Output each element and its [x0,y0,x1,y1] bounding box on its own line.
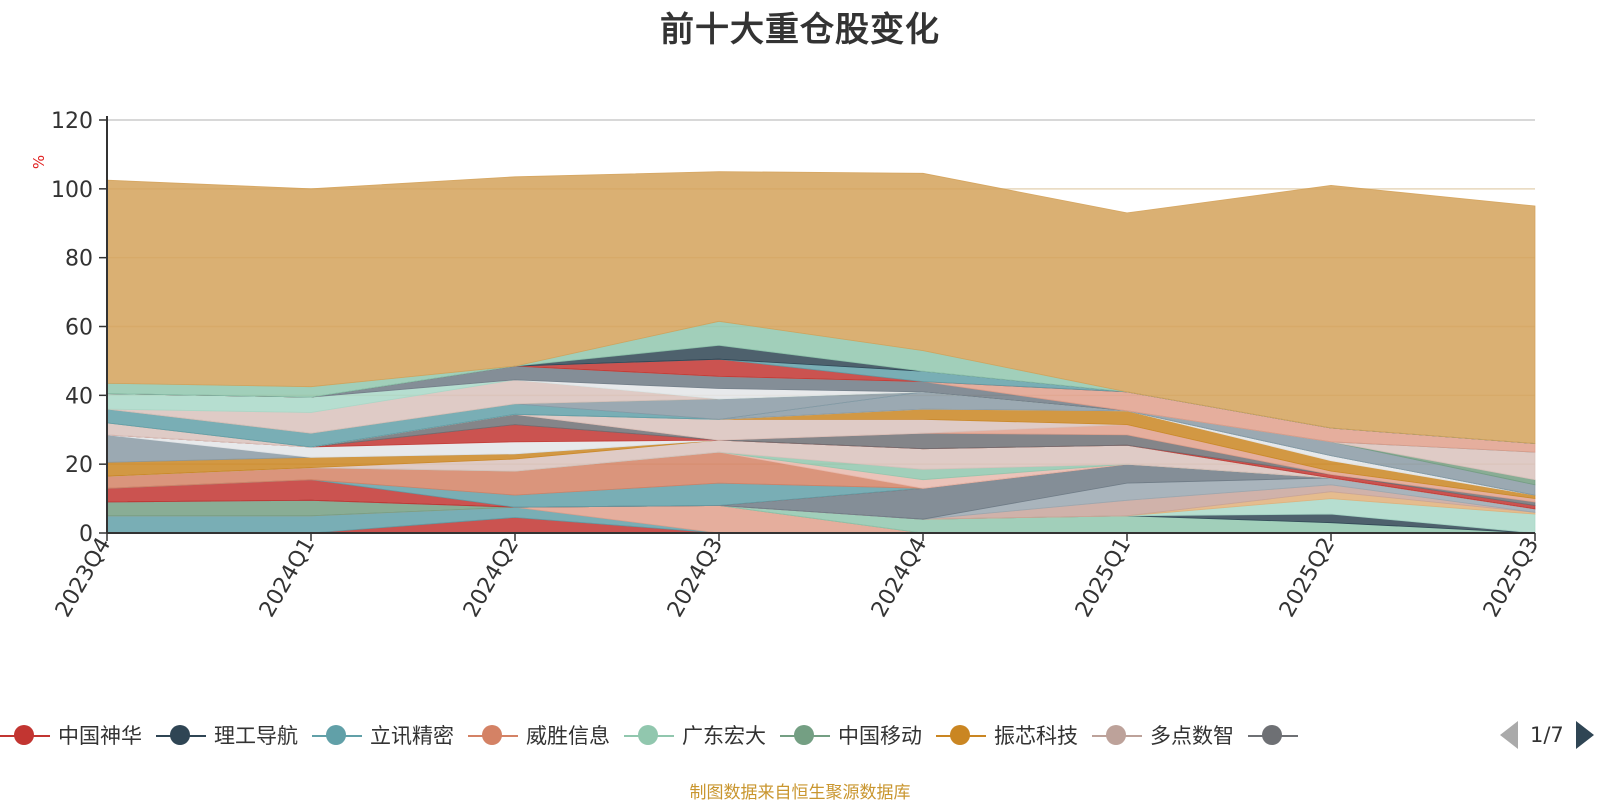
legend-dot-icon [326,725,346,745]
legend-dot-icon [482,725,502,745]
x-tick-label: 2025Q2 [1275,534,1340,622]
legend-marker-icon [1092,725,1142,745]
source-note: 制图数据来自恒生聚源数据库 [689,783,911,803]
legend-item[interactable]: 立讯精密 [312,718,454,752]
legend-item[interactable]: 中国神华 [0,718,142,752]
y-axis-unit-label: % [30,155,48,169]
legend-item[interactable]: 威胜信息 [468,718,610,752]
legend-label: 振芯科技 [994,724,1078,748]
y-tick-label: 120 [51,109,93,134]
area-series-layer [106,171,1536,534]
legend-item[interactable]: 中国移动 [780,718,922,752]
legend-dot-icon [638,725,658,745]
x-tick-label: 2024Q3 [663,534,728,622]
legend-label: 理工导航 [214,724,298,748]
y-tick-label: 0 [79,522,93,547]
legend-item[interactable]: 多点数智 [1092,718,1234,752]
legend-item[interactable] [1248,718,1306,752]
legend-next-page-icon[interactable] [1575,721,1594,749]
legend-label: 广东宏大 [682,724,766,748]
x-tick-label: 2024Q1 [255,534,320,622]
legend-dot-icon [1262,725,1282,745]
y-tick-label: 20 [65,453,93,478]
legend-dot-icon [170,725,190,745]
area-series-39 [106,171,1536,444]
legend-page-indicator: 1/7 [1530,723,1564,747]
y-tick-label: 60 [65,316,93,341]
legend-label: 中国移动 [838,724,922,748]
y-tick-label: 40 [65,384,93,409]
legend-marker-icon [312,725,362,745]
legend-pager: 1/7 [1500,718,1594,752]
x-tick-label: 2024Q4 [867,534,932,622]
legend-marker-icon [936,725,986,745]
chart-title: 前十大重仓股变化 [660,10,940,50]
legend-marker-icon [1248,725,1298,745]
legend-item[interactable]: 振芯科技 [936,718,1078,752]
legend: 中国神华 理工导航 立讯精密 威胜信息 广东宏大 中国移动 振芯科技 多点数智 [0,718,1488,752]
legend-item[interactable]: 理工导航 [156,718,298,752]
legend-dot-icon [14,725,34,745]
legend-prev-page-icon[interactable] [1500,721,1518,749]
legend-marker-icon [780,725,830,745]
legend-label: 中国神华 [58,724,142,748]
legend-dot-icon [794,725,814,745]
legend-label: 威胜信息 [526,724,610,748]
x-tick-label: 2025Q3 [1479,534,1544,622]
legend-marker-icon [156,725,206,745]
legend-dot-icon [950,725,970,745]
legend-label: 立讯精密 [370,724,454,748]
legend-marker-icon [0,725,50,745]
legend-dot-icon [1106,725,1126,745]
y-tick-label: 100 [51,178,93,203]
x-tick-label: 2025Q1 [1071,534,1136,622]
legend-item[interactable]: 广东宏大 [624,718,766,752]
x-tick-label: 2024Q2 [459,534,524,622]
legend-marker-icon [624,725,674,745]
y-tick-label: 80 [65,247,93,272]
legend-label: 多点数智 [1150,724,1234,748]
legend-marker-icon [468,725,518,745]
